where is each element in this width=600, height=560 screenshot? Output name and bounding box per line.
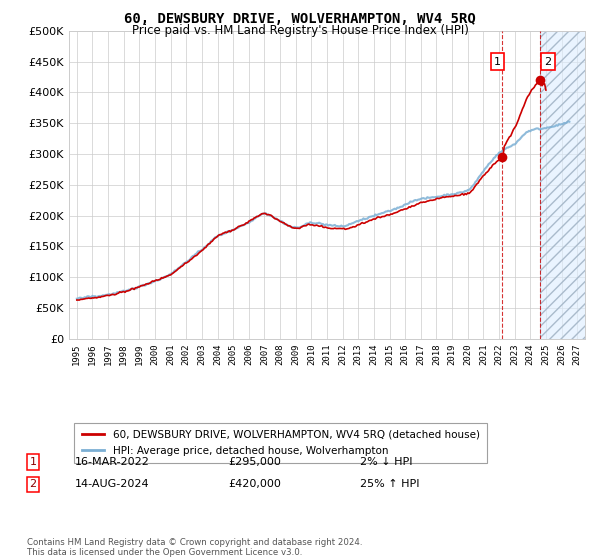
Text: 1: 1 [494, 57, 501, 67]
Text: 16-MAR-2022: 16-MAR-2022 [75, 457, 150, 467]
Text: 25% ↑ HPI: 25% ↑ HPI [360, 479, 419, 489]
Text: 1: 1 [29, 457, 37, 467]
Text: £295,000: £295,000 [228, 457, 281, 467]
Text: 2% ↓ HPI: 2% ↓ HPI [360, 457, 413, 467]
Text: £420,000: £420,000 [228, 479, 281, 489]
Bar [540, 31, 585, 339]
Text: 14-AUG-2024: 14-AUG-2024 [75, 479, 149, 489]
Bar [540, 31, 585, 339]
Text: 2: 2 [544, 57, 551, 67]
Text: 60, DEWSBURY DRIVE, WOLVERHAMPTON, WV4 5RQ: 60, DEWSBURY DRIVE, WOLVERHAMPTON, WV4 5… [124, 12, 476, 26]
Text: 2: 2 [29, 479, 37, 489]
Text: Price paid vs. HM Land Registry's House Price Index (HPI): Price paid vs. HM Land Registry's House … [131, 24, 469, 37]
Text: Contains HM Land Registry data © Crown copyright and database right 2024.
This d: Contains HM Land Registry data © Crown c… [27, 538, 362, 557]
Legend: 60, DEWSBURY DRIVE, WOLVERHAMPTON, WV4 5RQ (detached house), HPI: Average price,: 60, DEWSBURY DRIVE, WOLVERHAMPTON, WV4 5… [74, 423, 487, 463]
